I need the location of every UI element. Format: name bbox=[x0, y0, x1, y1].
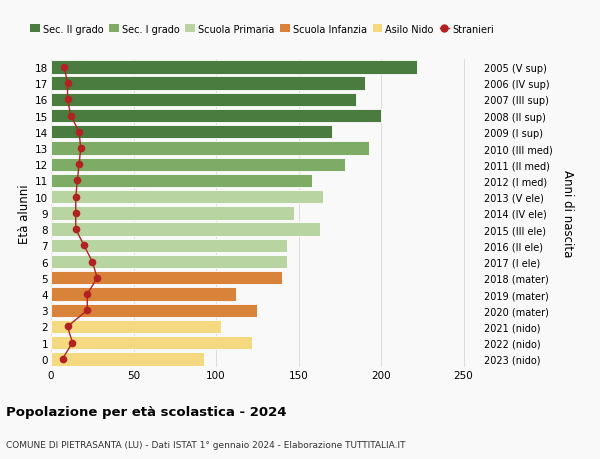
Bar bbox=[51, 239, 287, 252]
Bar bbox=[51, 255, 287, 269]
Bar bbox=[51, 142, 370, 155]
Bar bbox=[51, 126, 331, 139]
Bar bbox=[51, 223, 320, 236]
Bar bbox=[51, 77, 365, 90]
Bar bbox=[51, 207, 293, 220]
Bar bbox=[51, 336, 253, 350]
Y-axis label: Età alunni: Età alunni bbox=[18, 184, 31, 243]
Bar bbox=[51, 61, 418, 74]
Bar bbox=[51, 320, 221, 333]
Bar bbox=[51, 190, 323, 204]
Y-axis label: Anni di nascita: Anni di nascita bbox=[561, 170, 574, 257]
Text: COMUNE DI PIETRASANTA (LU) - Dati ISTAT 1° gennaio 2024 - Elaborazione TUTTITALI: COMUNE DI PIETRASANTA (LU) - Dati ISTAT … bbox=[6, 441, 406, 449]
Bar bbox=[51, 272, 282, 285]
Bar bbox=[51, 158, 345, 172]
Bar bbox=[51, 94, 356, 107]
Bar bbox=[51, 353, 205, 366]
Text: Popolazione per età scolastica - 2024: Popolazione per età scolastica - 2024 bbox=[6, 405, 287, 419]
Bar bbox=[51, 110, 381, 123]
Bar bbox=[51, 288, 236, 301]
Bar bbox=[51, 174, 312, 188]
Bar bbox=[51, 304, 257, 317]
Legend: Sec. II grado, Sec. I grado, Scuola Primaria, Scuola Infanzia, Asilo Nido, Stran: Sec. II grado, Sec. I grado, Scuola Prim… bbox=[30, 24, 494, 34]
